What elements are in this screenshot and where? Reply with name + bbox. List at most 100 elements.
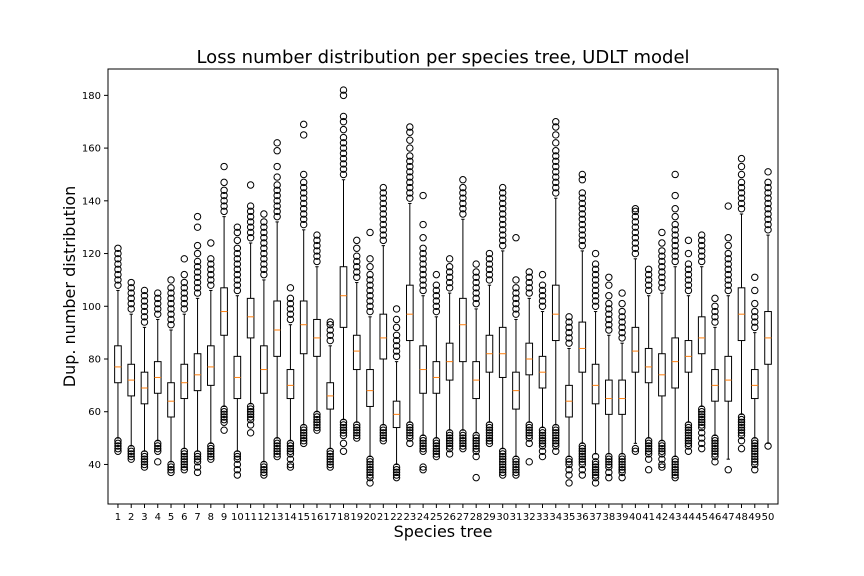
outlier-point	[154, 305, 162, 313]
outlier-point	[552, 442, 560, 450]
outlier-point	[326, 458, 334, 466]
outlier-point	[406, 152, 414, 160]
outlier-point	[565, 471, 573, 479]
outlier-point	[114, 281, 122, 289]
outlier-point	[207, 447, 215, 455]
box-group-16	[313, 231, 321, 434]
outlier-point	[260, 239, 268, 247]
outlier-point	[698, 434, 706, 442]
outlier-point	[605, 321, 613, 329]
outlier-point	[671, 473, 679, 482]
outlier-point	[459, 199, 467, 208]
x-tick-label: 46	[709, 512, 722, 523]
outlier-point	[392, 305, 401, 313]
x-tick-label: 38	[602, 512, 615, 523]
outlier-point	[180, 450, 188, 458]
outlier-point	[671, 468, 679, 477]
outlier-point	[684, 286, 693, 295]
outlier-point	[406, 421, 414, 429]
x-tick-label: 2	[128, 512, 134, 523]
outlier-point	[167, 315, 175, 324]
outlier-point	[246, 218, 255, 226]
outlier-point	[180, 458, 188, 466]
outlier-point	[764, 220, 772, 229]
outlier-point	[658, 450, 666, 458]
outlier-point	[764, 442, 772, 450]
chart-title: Loss number distribution per species tre…	[196, 47, 689, 68]
outlier-point	[658, 439, 666, 448]
outlier-point	[180, 447, 188, 455]
outlier-point	[724, 270, 732, 279]
outlier-point	[605, 473, 613, 482]
outlier-point	[432, 452, 441, 461]
outlier-point	[499, 452, 507, 461]
outlier-point	[140, 450, 149, 458]
x-tick-label: 37	[589, 512, 602, 523]
outlier-point	[737, 205, 746, 213]
outlier-point	[565, 458, 573, 466]
x-tick-label: 14	[284, 512, 297, 523]
outlier-point	[326, 321, 334, 329]
box-group-36	[578, 170, 587, 479]
outlier-point	[658, 263, 666, 271]
box-group-11	[246, 181, 255, 437]
outlier-point	[671, 460, 679, 469]
outlier-point	[445, 439, 454, 448]
outlier-point	[459, 444, 467, 453]
iqr-box	[750, 369, 759, 400]
outlier-point	[366, 466, 374, 474]
outlier-point	[339, 144, 348, 152]
outlier-point	[445, 431, 454, 440]
outlier-point	[485, 426, 494, 434]
outlier-point	[353, 236, 361, 245]
outlier-point	[339, 439, 348, 448]
outlier-point	[220, 207, 228, 216]
outlier-point	[644, 437, 653, 445]
outlier-point	[711, 447, 719, 455]
outlier-point	[658, 252, 666, 260]
outlier-point	[220, 202, 228, 210]
outlier-point	[167, 460, 175, 469]
outlier-point	[432, 442, 441, 450]
box-group-31	[512, 234, 520, 479]
outlier-point	[246, 181, 255, 189]
x-tick-label: 28	[470, 512, 483, 523]
outlier-point	[698, 410, 706, 419]
outlier-point	[631, 218, 640, 226]
outlier-point	[671, 458, 679, 466]
outlier-point	[698, 236, 706, 245]
outlier-point	[299, 434, 308, 442]
outlier-point	[552, 447, 560, 455]
box-group-49	[750, 273, 759, 474]
box-group-38	[605, 273, 613, 482]
outlier-point	[193, 468, 202, 477]
outlier-point	[353, 429, 361, 437]
outlier-point	[326, 318, 334, 326]
outlier-point	[499, 194, 507, 202]
outlier-point	[260, 466, 268, 474]
x-tick-label: 17	[324, 512, 337, 523]
outlier-point	[432, 297, 441, 305]
outlier-point	[140, 292, 149, 300]
outlier-point	[538, 439, 547, 448]
outlier-point	[499, 471, 507, 479]
outlier-point	[154, 310, 162, 318]
outlier-point	[326, 460, 334, 469]
outlier-point	[538, 302, 547, 310]
outlier-point	[273, 207, 281, 216]
outlier-point	[392, 331, 401, 339]
outlier-point	[326, 336, 334, 345]
outlier-point	[671, 466, 679, 474]
outlier-point	[751, 318, 759, 326]
outlier-point	[114, 249, 122, 258]
outlier-point	[406, 128, 414, 136]
outlier-point	[339, 149, 348, 158]
outlier-point	[445, 268, 454, 276]
outlier-point	[552, 189, 560, 197]
outlier-point	[313, 247, 321, 255]
y-tick-label: 160	[82, 144, 101, 155]
outlier-point	[299, 210, 308, 218]
iqr-box	[180, 363, 189, 400]
outlier-point	[246, 413, 255, 421]
outlier-point	[764, 199, 772, 208]
